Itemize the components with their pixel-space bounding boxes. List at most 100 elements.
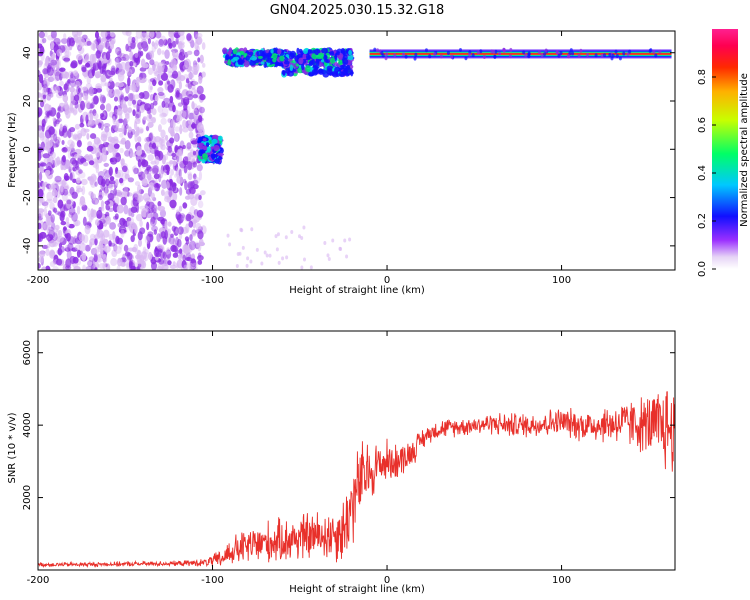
spectrogram-cell	[139, 128, 144, 134]
spectrogram-cell	[61, 74, 67, 79]
spectrogram-cell	[282, 70, 286, 76]
spectrogram-cell	[156, 48, 162, 56]
spectrogram-cell	[84, 100, 92, 109]
spectrogram-cell	[66, 37, 71, 47]
spectrogram-cell	[84, 244, 91, 252]
spectrogram-cell	[44, 169, 51, 176]
spectrogram-cell	[163, 97, 171, 104]
spectrogram-cell	[89, 241, 93, 248]
spectrogram-cell	[38, 256, 44, 263]
spectrogram-cell	[126, 68, 133, 76]
spectrogram-cell	[197, 230, 204, 240]
spectrogram-cell	[122, 53, 130, 62]
spectrogram-cell	[102, 168, 108, 174]
spectrogram-cell	[509, 47, 513, 52]
spectrogram-cell	[338, 59, 344, 65]
spectrogram-cell	[494, 49, 498, 54]
spectrogram-cell	[61, 128, 69, 138]
spectrogram-cell	[255, 247, 259, 252]
spectrogram-cell	[184, 156, 189, 163]
spectrogram-cell	[302, 225, 306, 230]
spectrogram-cell	[54, 71, 61, 82]
spectrogram-cell	[38, 82, 43, 91]
spectrogram-cell	[114, 196, 120, 205]
spectrogram-cell	[54, 210, 61, 215]
spectrogram-cell	[137, 263, 142, 268]
spectrogram-cell	[63, 226, 67, 231]
spectrogram-cell	[43, 79, 50, 88]
y-tick-label: 20	[22, 95, 33, 108]
spectrogram-cell	[312, 65, 320, 70]
spectrogram-cell	[116, 265, 121, 270]
snr-xlabel: Height of straight line (km)	[289, 584, 425, 595]
spectrogram-cell	[51, 151, 56, 159]
spectrogram-cell	[281, 256, 285, 261]
spectrogram-cell	[46, 198, 54, 204]
spectrogram-cell	[105, 131, 112, 139]
spectrogram-cell	[49, 202, 55, 210]
spectrogram-cell	[73, 154, 81, 159]
spectrogram-cell	[66, 221, 70, 228]
spectrogram-cell	[90, 102, 95, 109]
spectrogram-cell	[45, 265, 51, 270]
spectrogram-cell	[524, 53, 528, 58]
spectrogram-cell	[49, 261, 56, 267]
spectrogram-cell	[107, 192, 115, 200]
spectrogram-cell	[69, 102, 74, 112]
spectrogram-cell	[152, 165, 159, 174]
spectrogram-cell	[172, 252, 179, 258]
spectrogram-cell	[86, 40, 92, 46]
spectrogram-cell	[157, 91, 165, 96]
spectrogram-cell	[94, 219, 100, 226]
spectrogram-cell	[131, 99, 137, 105]
spectrogram-cell	[126, 191, 130, 197]
spectrogram-cell	[288, 52, 295, 60]
spectrogram-cell	[76, 187, 84, 193]
spectrogram-cell	[307, 54, 311, 60]
spectrogram-cell	[94, 181, 98, 187]
spectrogram-cell	[78, 37, 86, 48]
spectrogram-cell	[88, 119, 96, 126]
spectrogram-cell	[175, 166, 181, 176]
spectrogram-cell	[315, 59, 320, 67]
spectrogram-cell	[493, 54, 497, 59]
spectrogram-cell	[274, 234, 278, 239]
spectrogram-cell	[47, 236, 53, 242]
spectrogram-cell	[193, 176, 201, 185]
spectrogram-cell	[38, 31, 45, 39]
spectrogram-cell	[148, 182, 155, 188]
spectrogram-cell	[160, 189, 165, 196]
spectrogram-cell	[239, 227, 243, 232]
spectrogram-cell	[163, 39, 168, 46]
spectrogram-cell	[187, 93, 194, 101]
spectrogram-cell	[198, 170, 203, 181]
spectrogram-cell	[134, 118, 141, 125]
spectrogram-cell	[63, 57, 71, 62]
spectrogram-cell	[94, 199, 99, 205]
spectrogram-cell	[167, 70, 174, 79]
spectrogram-cell	[78, 169, 83, 174]
spectrogram-cell	[133, 266, 140, 270]
spectrogram-cell	[83, 73, 88, 79]
spectrogram-cell	[184, 156, 191, 162]
spectrogram-cell	[238, 251, 242, 256]
spectrogram-cell	[182, 119, 187, 129]
spectrogram-cell	[157, 105, 164, 113]
spectrogram-cell	[326, 253, 330, 258]
colorbar-gradient	[712, 29, 738, 269]
x-tick-label: -200	[27, 275, 50, 286]
spectrogram-cell	[137, 197, 142, 204]
spectrogram-cell	[199, 54, 204, 64]
spectrogram-cell	[38, 151, 42, 162]
spectrogram-cell	[98, 60, 102, 70]
spectrogram-cell	[172, 160, 178, 165]
spectrogram-cell	[213, 145, 220, 152]
spectrogram-cell	[178, 80, 183, 90]
spectrogram-cell	[289, 64, 294, 72]
spectrogram-cell	[298, 57, 304, 65]
spectrogram-cell	[117, 50, 122, 58]
spectrogram-cell	[148, 132, 153, 142]
spectrogram-cell	[338, 246, 342, 251]
spectrogram-cell	[196, 209, 204, 218]
